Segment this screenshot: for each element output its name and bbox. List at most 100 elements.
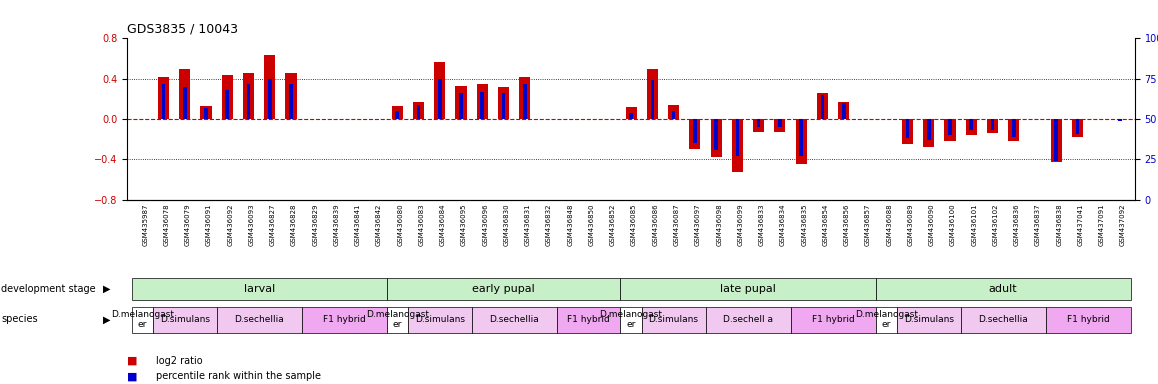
Text: species: species [1, 314, 38, 324]
Text: ▶: ▶ [103, 284, 110, 294]
Text: GSM436090: GSM436090 [929, 203, 935, 246]
FancyBboxPatch shape [875, 278, 1130, 300]
FancyBboxPatch shape [132, 278, 387, 300]
Bar [243, 73, 254, 119]
Bar [523, 84, 527, 119]
Bar [692, 119, 697, 143]
Text: D.simulans: D.simulans [903, 315, 954, 324]
Bar [923, 119, 935, 147]
FancyBboxPatch shape [471, 307, 557, 333]
Text: D.melanogast
er: D.melanogast er [111, 310, 174, 329]
Text: GSM436828: GSM436828 [291, 203, 298, 246]
Text: GSM436831: GSM436831 [525, 203, 530, 246]
Text: GSM436837: GSM436837 [1035, 203, 1041, 246]
Text: GSM436097: GSM436097 [695, 203, 701, 246]
FancyBboxPatch shape [408, 307, 471, 333]
Text: adult: adult [989, 284, 1018, 294]
Bar [413, 102, 424, 119]
Bar [714, 119, 718, 150]
Text: GSM436100: GSM436100 [950, 203, 955, 246]
Text: GSM436850: GSM436850 [588, 203, 594, 246]
Bar [842, 103, 845, 119]
Bar [1050, 119, 1062, 162]
Text: GSM436854: GSM436854 [822, 203, 828, 245]
Text: GSM436834: GSM436834 [779, 203, 786, 246]
Text: GSM437092: GSM437092 [1120, 203, 1126, 246]
Text: GSM436089: GSM436089 [908, 203, 914, 246]
Bar [757, 119, 761, 127]
Text: F1 hybrid: F1 hybrid [812, 315, 855, 324]
Bar [477, 84, 488, 119]
Text: GSM437041: GSM437041 [1077, 203, 1084, 246]
Text: GSM436836: GSM436836 [1013, 203, 1020, 246]
Text: D.sechellia: D.sechellia [979, 315, 1028, 324]
Bar [990, 119, 995, 130]
Bar [647, 69, 658, 119]
FancyBboxPatch shape [387, 278, 621, 300]
Bar [226, 90, 229, 119]
Text: GSM436101: GSM436101 [972, 203, 977, 246]
Text: D.melanogast
er: D.melanogast er [855, 310, 917, 329]
Bar [735, 119, 739, 156]
Text: D.sechellia: D.sechellia [234, 315, 284, 324]
Bar [966, 119, 976, 135]
Bar [926, 119, 931, 140]
Bar [987, 119, 998, 133]
Bar [267, 79, 272, 119]
Text: ■: ■ [127, 371, 138, 381]
Text: GSM436833: GSM436833 [758, 203, 764, 246]
Text: D.sechellia: D.sechellia [490, 315, 540, 324]
Text: GSM436096: GSM436096 [483, 203, 489, 246]
Text: D.simulans: D.simulans [648, 315, 698, 324]
Bar [796, 119, 807, 164]
Text: GSM436842: GSM436842 [376, 203, 382, 245]
Bar [969, 119, 973, 130]
Text: GSM436841: GSM436841 [354, 203, 361, 246]
Text: late pupal: late pupal [720, 284, 776, 294]
Text: GSM436080: GSM436080 [397, 203, 403, 246]
Bar [179, 69, 190, 119]
Text: F1 hybrid: F1 hybrid [323, 315, 366, 324]
Text: percentile rank within the sample: percentile rank within the sample [156, 371, 321, 381]
FancyBboxPatch shape [153, 307, 217, 333]
Text: GSM436832: GSM436832 [547, 203, 552, 246]
Bar [221, 75, 233, 119]
FancyBboxPatch shape [791, 307, 875, 333]
Bar [689, 119, 701, 149]
FancyBboxPatch shape [875, 307, 896, 333]
FancyBboxPatch shape [960, 307, 1046, 333]
Bar [1012, 119, 1016, 137]
Text: GSM436087: GSM436087 [674, 203, 680, 246]
FancyBboxPatch shape [621, 278, 875, 300]
Bar [183, 87, 186, 119]
Bar [944, 119, 955, 141]
Bar [417, 104, 420, 119]
FancyBboxPatch shape [217, 307, 302, 333]
Bar [286, 73, 296, 119]
Text: D.simulans: D.simulans [160, 315, 210, 324]
Text: larval: larval [243, 284, 274, 294]
Bar [668, 105, 680, 119]
Text: F1 hybrid: F1 hybrid [1067, 315, 1109, 324]
Text: GSM437091: GSM437091 [1099, 203, 1105, 246]
Bar [732, 119, 743, 172]
Text: D.sechell a: D.sechell a [723, 315, 774, 324]
Bar [162, 84, 166, 119]
Text: ■: ■ [127, 356, 138, 366]
Text: GSM436102: GSM436102 [992, 203, 998, 246]
FancyBboxPatch shape [387, 307, 408, 333]
Text: GSM436083: GSM436083 [418, 203, 425, 246]
Bar [838, 102, 849, 119]
Text: D.melanogast
er: D.melanogast er [600, 310, 662, 329]
Text: GDS3835 / 10043: GDS3835 / 10043 [127, 23, 239, 36]
FancyBboxPatch shape [621, 307, 642, 333]
Text: GSM436099: GSM436099 [738, 203, 743, 246]
Text: GSM436091: GSM436091 [206, 203, 212, 246]
Bar [519, 77, 530, 119]
Bar [247, 84, 250, 119]
Bar [391, 106, 403, 119]
Bar [455, 86, 467, 119]
Bar [204, 108, 208, 119]
Bar [290, 84, 293, 119]
Text: GSM436095: GSM436095 [461, 203, 467, 246]
